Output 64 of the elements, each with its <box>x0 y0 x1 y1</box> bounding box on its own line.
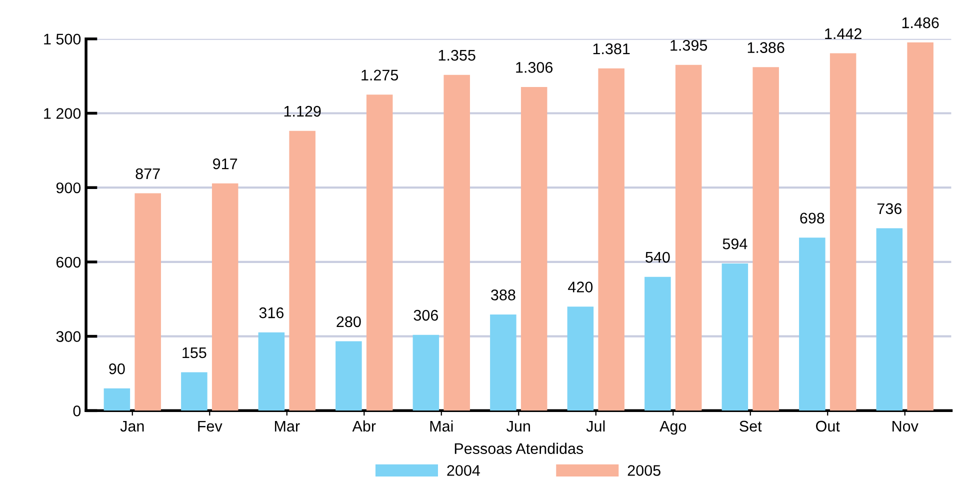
bar <box>134 193 161 411</box>
data-label: 1.442 <box>825 28 862 39</box>
data-label: 316 <box>259 307 284 318</box>
legend-label: 2005 <box>628 465 660 476</box>
data-label: 1.275 <box>362 70 398 81</box>
legend-label: 2004 <box>447 465 480 476</box>
data-label: 1.381 <box>593 43 630 54</box>
bar <box>412 334 440 411</box>
data-label: 540 <box>646 252 670 263</box>
y-tick-label: 900 <box>56 182 81 194</box>
bar <box>675 64 702 411</box>
y-tick-label: 0 <box>73 406 81 416</box>
bar <box>722 263 748 411</box>
data-label: 420 <box>568 282 593 292</box>
bar <box>490 314 516 411</box>
data-label: 280 <box>336 316 361 328</box>
data-label: 1.306 <box>516 62 553 73</box>
bar <box>212 183 238 411</box>
bar <box>336 341 362 411</box>
x-tick-label: Jun <box>506 420 530 432</box>
x-tick-label: Ago <box>660 420 686 435</box>
bar <box>181 372 208 411</box>
x-tick-label: Nov <box>892 420 918 432</box>
x-tick-label: Fev <box>198 420 222 432</box>
data-label: 736 <box>877 203 902 214</box>
bar <box>520 86 548 411</box>
x-tick-label: Out <box>816 420 840 432</box>
bar <box>289 130 316 411</box>
bar <box>799 238 826 411</box>
y-tick-label: 600 <box>56 256 81 268</box>
data-label: 155 <box>182 347 206 358</box>
bar <box>444 74 470 411</box>
x-tick-label: Jul <box>586 420 605 432</box>
y-tick-label: 1 500 <box>44 34 81 45</box>
bar <box>644 276 671 411</box>
bar <box>876 228 903 411</box>
bar <box>907 42 934 411</box>
bar <box>752 67 779 411</box>
x-tick-label: Set <box>740 420 762 432</box>
bar <box>567 306 594 411</box>
y-tick-label: 1 200 <box>44 108 81 119</box>
data-label: 388 <box>491 290 516 300</box>
data-label: 917 <box>213 158 238 170</box>
data-label: 306 <box>414 310 438 321</box>
x-tick-label: Mar <box>274 420 300 432</box>
bar <box>830 53 856 411</box>
data-label: 1.386 <box>748 42 784 54</box>
x-tick-label: Abr <box>352 420 376 432</box>
data-label: 1.355 <box>438 50 476 61</box>
data-label: 698 <box>800 212 824 224</box>
bar <box>366 94 393 411</box>
bar <box>104 388 130 411</box>
y-tick-label: 300 <box>56 331 81 342</box>
bar <box>258 332 285 411</box>
x-tick-label: Jan <box>120 420 144 432</box>
data-label: 90 <box>109 363 125 374</box>
legend-title: Pessoas Atendidas <box>454 442 584 454</box>
x-tick-label: Mai <box>430 420 453 432</box>
bar <box>598 68 624 411</box>
data-label: 877 <box>136 168 160 180</box>
data-label: 1.486 <box>902 17 939 28</box>
data-label: 1.395 <box>670 40 708 51</box>
data-label: 1.129 <box>284 106 321 117</box>
data-label: 594 <box>722 238 748 250</box>
